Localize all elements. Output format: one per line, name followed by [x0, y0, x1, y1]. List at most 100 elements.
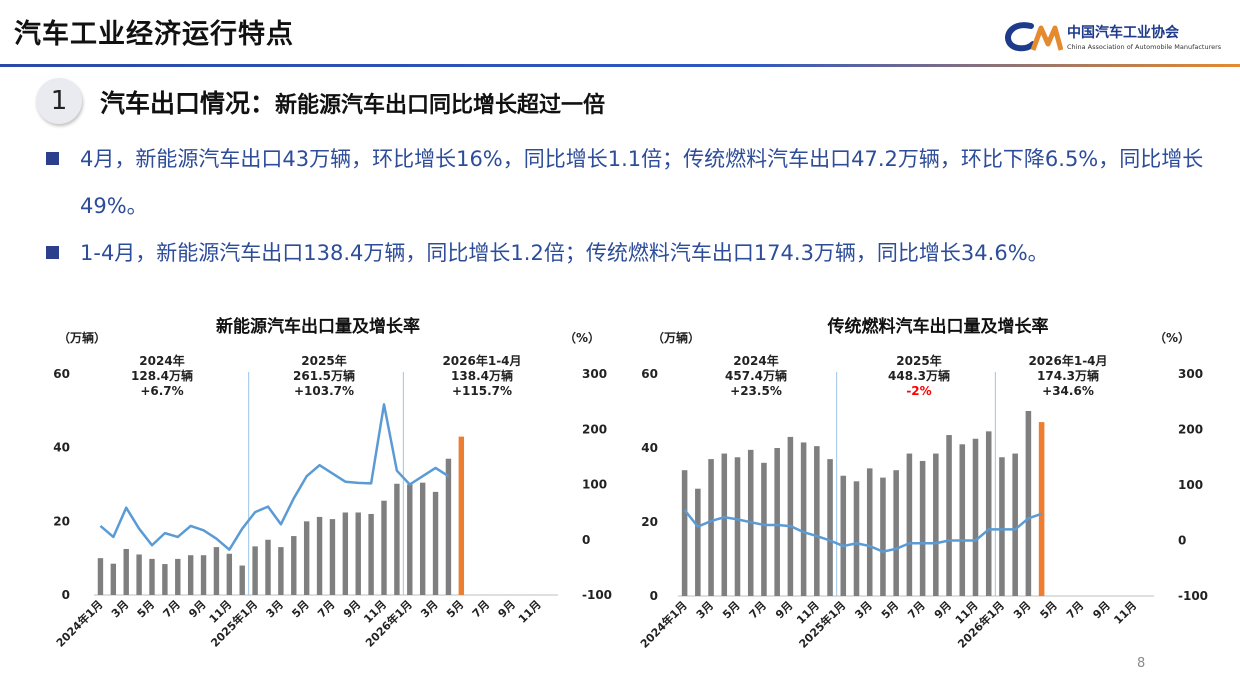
annotation-value: 448.3万辆 [888, 368, 950, 383]
growth-rate-line [683, 509, 1043, 553]
bar [252, 546, 258, 595]
x-tick-label: 3月 [694, 599, 716, 621]
bar [814, 446, 820, 596]
annotation-period: 2026年1-4月 [442, 353, 521, 368]
annotation-value: 138.4万辆 [451, 368, 513, 383]
bar [419, 482, 426, 595]
y-tick-label-left: 40 [641, 441, 658, 455]
x-tick-label: 5月 [289, 598, 311, 620]
bar [721, 453, 728, 596]
section-title: 汽车出口情况：新能源汽车出口同比增长超过一倍 [100, 84, 605, 120]
x-tick-label: 7月 [161, 598, 183, 620]
bar [303, 521, 310, 595]
annotation-growth: +115.7% [452, 384, 512, 398]
bar [959, 444, 966, 596]
bar [1038, 422, 1045, 596]
chart-title: 新能源汽车出口量及增长率 [216, 316, 420, 337]
y-tick-label-right: 0 [582, 533, 590, 547]
x-tick-label: 7月 [315, 598, 337, 620]
bar [291, 536, 297, 595]
annotation-growth: -2% [906, 384, 931, 398]
bar [149, 558, 155, 595]
bar [840, 475, 847, 596]
y-tick-label-right: 200 [582, 422, 607, 436]
bar [774, 448, 780, 596]
bar [97, 558, 104, 595]
section-title-rest: 新能源汽车出口同比增长超过一倍 [275, 93, 606, 118]
y-tick-label-right: -100 [582, 588, 612, 602]
bullet-square-icon [46, 152, 59, 165]
bar [919, 460, 926, 596]
bar [123, 548, 129, 595]
bar [316, 516, 323, 595]
x-tick-label: 2024年1月 [53, 597, 106, 650]
bullet-text: 1-4月，新能源汽车出口138.4万辆，同比增长1.2倍；传统燃料汽车出口174… [80, 241, 1049, 265]
logo-name-cn: 中国汽车工业协会 [1067, 25, 1179, 41]
bar [827, 459, 833, 596]
x-tick-label: 7月 [905, 599, 927, 621]
bar [278, 547, 284, 595]
x-tick-label: 9月 [186, 598, 208, 620]
bar [239, 565, 245, 595]
growth-rate-line [99, 403, 450, 551]
bar [1025, 411, 1032, 596]
x-tick-label: 11月 [516, 598, 544, 626]
bar [708, 459, 714, 596]
x-tick-label: 7月 [747, 599, 769, 621]
bar [355, 512, 361, 595]
bar [200, 555, 207, 595]
y-tick-label-right: 100 [582, 478, 607, 492]
annotation-growth: +6.7% [140, 384, 183, 398]
bar [265, 539, 271, 595]
bar [407, 484, 413, 595]
x-tick-label: 11月 [1111, 599, 1139, 627]
bar [213, 547, 220, 595]
x-tick-label: 3月 [109, 598, 131, 620]
x-tick-label: 9月 [341, 598, 363, 620]
x-tick-label: 5月 [879, 599, 901, 621]
y-axis-right-unit: （%） [1154, 330, 1190, 345]
bar [695, 488, 701, 596]
y-tick-label-right: 300 [582, 367, 607, 381]
bar [432, 491, 439, 595]
bar [381, 500, 387, 595]
bar [187, 555, 194, 595]
x-tick-label: 3月 [418, 598, 440, 620]
bar [394, 483, 400, 595]
y-tick-label-left: 0 [62, 588, 70, 602]
x-tick-label: 3月 [852, 599, 874, 621]
y-tick-label-right: 0 [1178, 534, 1186, 548]
x-tick-label: 9月 [932, 599, 954, 621]
y-tick-label-right: 300 [1178, 367, 1203, 381]
x-tick-label: 7月 [1064, 599, 1086, 621]
nev-export-chart: 新能源汽车出口量及增长率 （万辆） （%） 0 20 40 60 -100 0 100 200 300… [53, 316, 612, 650]
y-tick-label-left: 20 [641, 515, 658, 529]
bar [734, 457, 741, 596]
bar [933, 453, 939, 596]
x-tick-label: 5月 [135, 598, 157, 620]
bar [175, 558, 181, 595]
annotation-period: 2024年 [733, 353, 778, 368]
bullet-item: 4月，新能源汽车出口43万辆，环比增长16%，同比增长1.1倍；传统燃料汽车出口… [46, 136, 1216, 230]
x-tick-label: 3月 [264, 598, 286, 620]
bar [985, 431, 992, 596]
annotation-period: 2025年 [301, 353, 346, 368]
chart-title: 传统燃料汽车出口量及增长率 [827, 316, 1049, 337]
bar [853, 481, 860, 596]
bar [946, 435, 952, 596]
header-divider [0, 64, 1240, 67]
annotation-growth: +23.5% [730, 384, 782, 398]
caam-logo-icon [1005, 22, 1063, 52]
logo-name-en: China Association of Automobile Manufact… [1067, 43, 1222, 51]
annotation-period: 2024年 [139, 353, 184, 368]
x-tick-label: 7月 [470, 598, 492, 620]
annotation-growth: +103.7% [294, 384, 354, 398]
x-tick-label: 5月 [720, 599, 742, 621]
y-axis-right-unit: （%） [564, 330, 600, 345]
y-tick-label-left: 60 [53, 367, 70, 381]
bar [329, 519, 336, 595]
bar [972, 438, 979, 596]
bar [368, 513, 374, 595]
y-tick-label-left: 20 [53, 514, 70, 528]
bullet-text: 4月，新能源汽车出口43万辆，环比增长16%，同比增长1.1倍；传统燃料汽车出口… [80, 147, 1204, 218]
